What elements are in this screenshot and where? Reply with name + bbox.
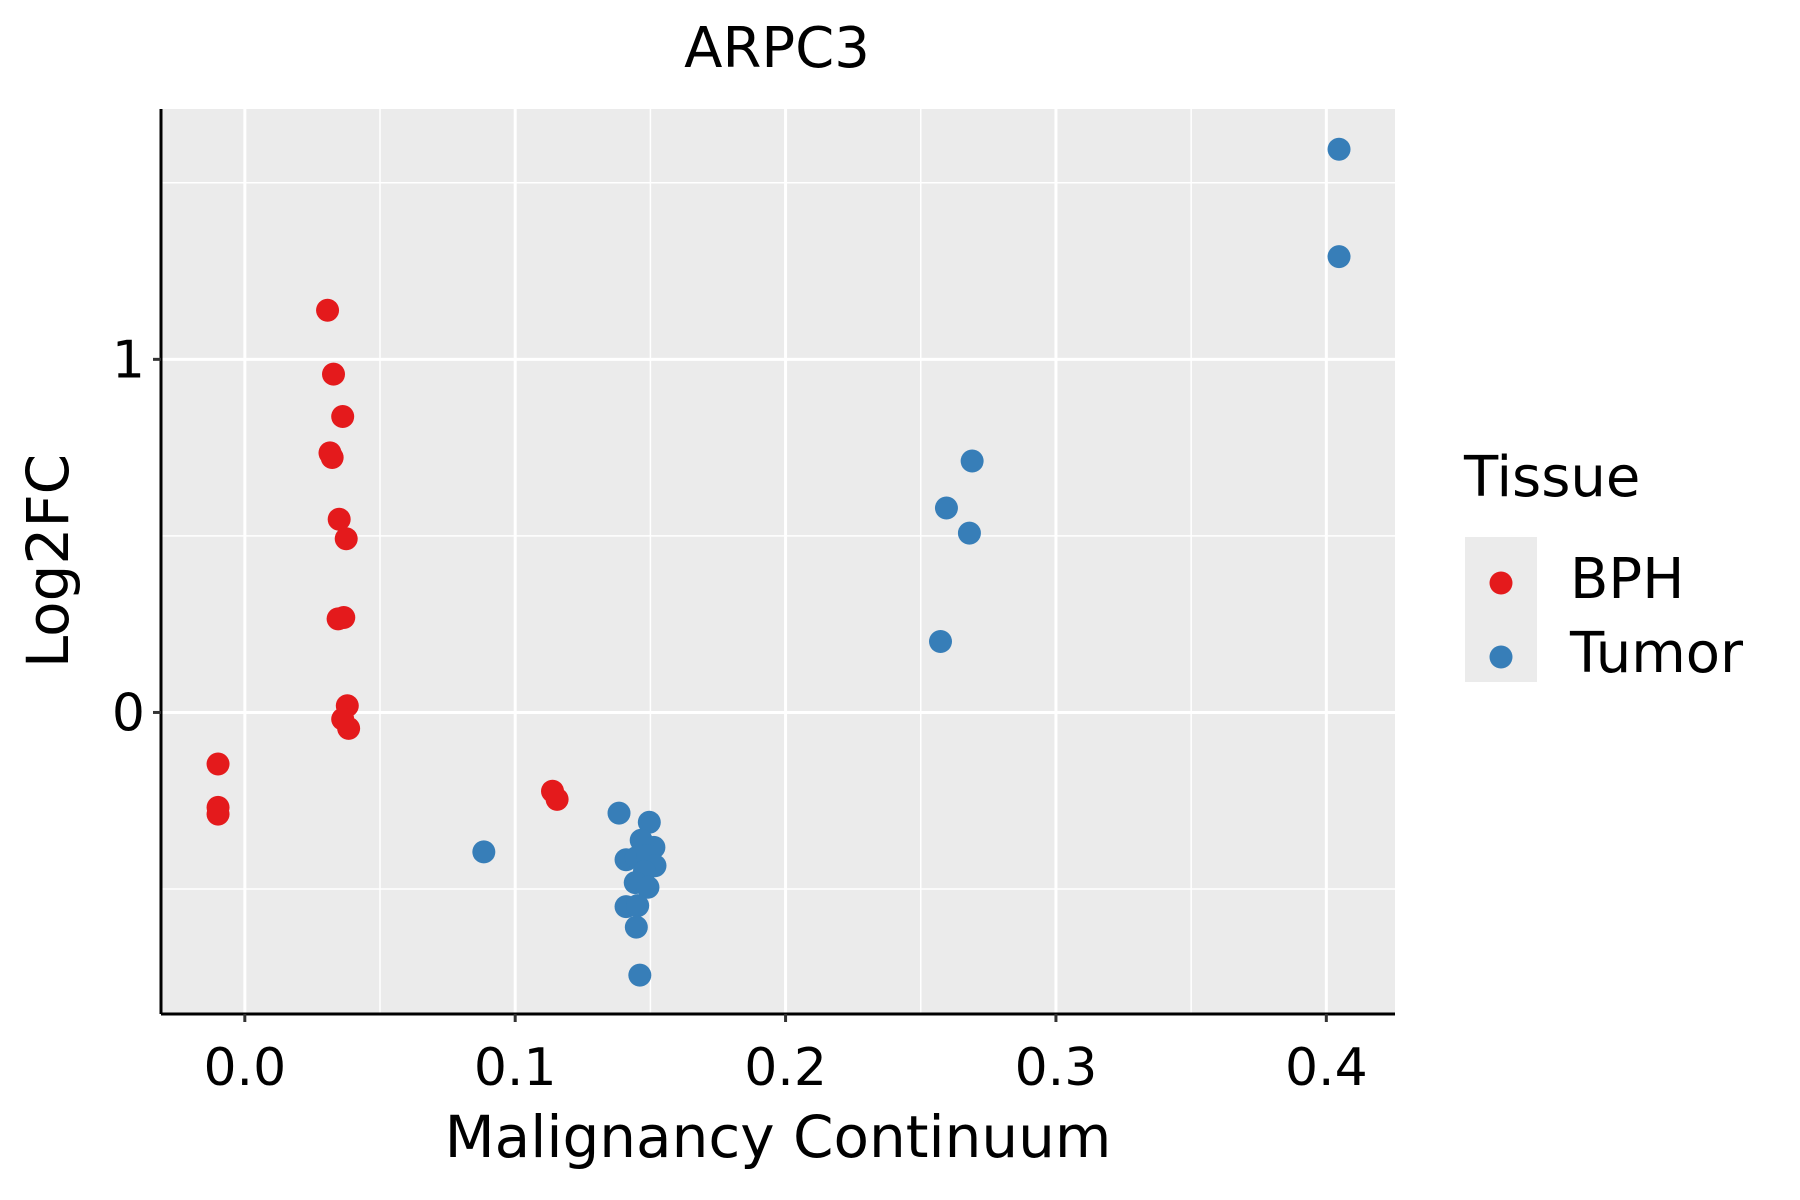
tick-labels: 0.0 0.1 0.2 0.3 0.4 0 1 (112, 330, 1368, 1098)
legend-key-bph (1489, 571, 1513, 595)
point-bph (206, 752, 230, 776)
point-tumor (626, 894, 650, 918)
panel-background (161, 109, 1395, 1014)
point-tumor (607, 801, 631, 825)
legend: Tissue BPH Tumor (1463, 445, 1744, 686)
legend-label-tumor: Tumor (1569, 621, 1744, 686)
x-tick-label: 0.3 (1015, 1038, 1098, 1098)
y-tick-label: 1 (112, 330, 145, 390)
point-bph (322, 362, 346, 386)
point-tumor (960, 449, 984, 473)
point-bph (337, 716, 361, 740)
point-tumor (1327, 245, 1351, 269)
y-tick-label: 0 (112, 683, 145, 743)
point-tumor (637, 810, 661, 834)
y-axis-title: Log2FC (14, 454, 82, 668)
point-bph (320, 446, 344, 470)
point-bph (545, 787, 569, 811)
point-tumor (934, 496, 958, 520)
point-tumor (928, 629, 952, 653)
x-tick-label: 0.4 (1285, 1038, 1368, 1098)
chart-title: ARPC3 (684, 16, 870, 81)
point-bph (316, 298, 340, 322)
point-bph (331, 405, 355, 429)
point-tumor (472, 840, 496, 864)
x-tick-label: 0.1 (474, 1038, 557, 1098)
legend-key-tumor (1489, 645, 1513, 669)
legend-label-bph: BPH (1570, 547, 1684, 612)
legend-title: Tissue (1463, 445, 1640, 510)
point-tumor (1327, 137, 1351, 161)
point-tumor (628, 963, 652, 987)
point-tumor (636, 875, 660, 899)
point-bph (206, 802, 230, 826)
point-tumor (957, 521, 981, 545)
data-points (206, 137, 1351, 987)
point-bph (334, 527, 358, 551)
x-tick-label: 0.2 (744, 1038, 827, 1098)
point-bph (327, 507, 351, 531)
x-tick-label: 0.0 (203, 1038, 286, 1098)
point-bph (332, 605, 356, 629)
gridlines (161, 109, 1395, 1014)
point-tumor (624, 915, 648, 939)
x-axis-title: Malignancy Continuum (445, 1103, 1112, 1171)
